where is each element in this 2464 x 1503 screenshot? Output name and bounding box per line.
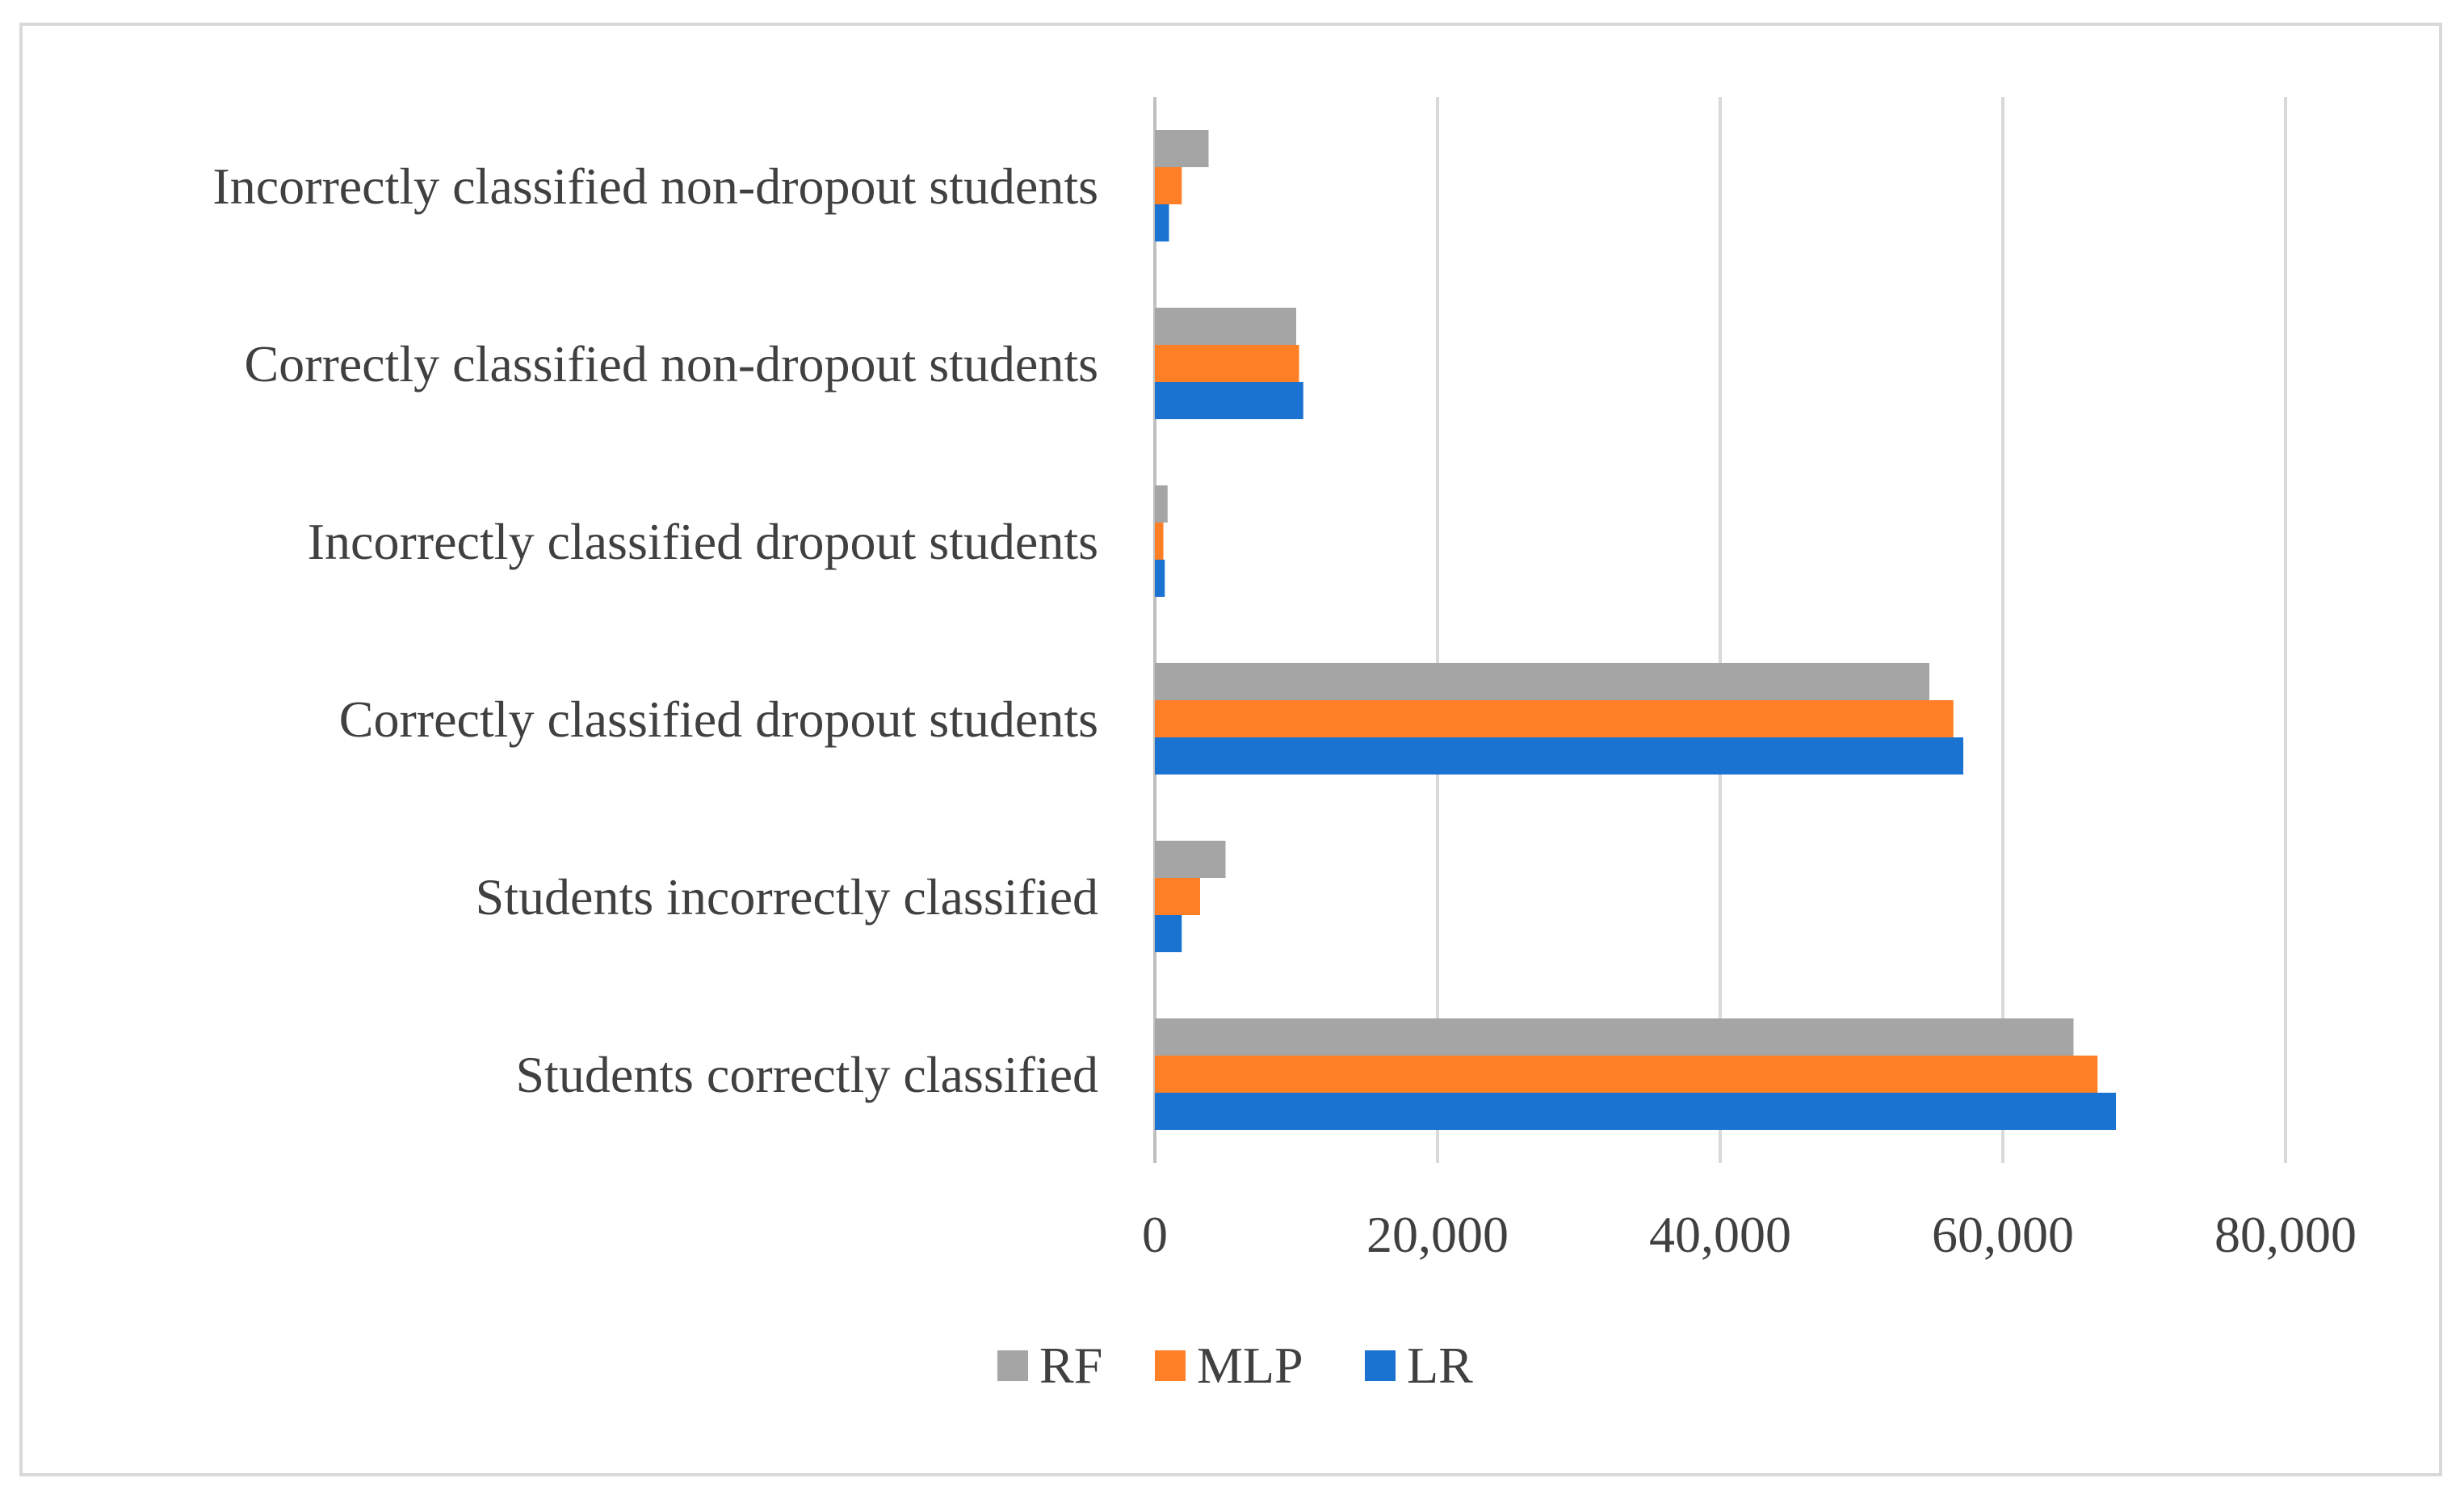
x-tick-label: 20,000 xyxy=(1366,1206,1509,1263)
legend-swatch-rf xyxy=(997,1350,1028,1381)
x-tick-label: 80,000 xyxy=(2214,1206,2357,1263)
bar-rf-2 xyxy=(1155,485,1168,523)
category-label: Correctly classified dropout students xyxy=(339,691,1098,748)
bar-rf-5 xyxy=(1155,1018,2074,1056)
category-labels: Incorrectly classified non-dropout stude… xyxy=(212,157,1098,1103)
legend-swatch-lr xyxy=(1365,1350,1396,1381)
legend-swatch-mlp xyxy=(1155,1350,1186,1381)
bar-mlp-1 xyxy=(1155,345,1299,382)
bar-rf-1 xyxy=(1155,308,1296,345)
category-label: Incorrectly classified non-dropout stude… xyxy=(212,157,1098,215)
x-tick-label: 60,000 xyxy=(1932,1206,2074,1263)
bar-lr-0 xyxy=(1155,204,1169,241)
bar-rf-3 xyxy=(1155,663,1929,700)
x-tick-labels: 0 20,000 40,000 60,000 80,000 xyxy=(1142,1206,2357,1263)
bar-mlp-0 xyxy=(1155,167,1182,204)
legend-label-mlp: MLP xyxy=(1197,1337,1303,1394)
category-label: Correctly classified non-dropout student… xyxy=(244,335,1098,393)
bars xyxy=(1155,130,2116,1130)
bar-lr-4 xyxy=(1155,915,1182,952)
legend-label-lr: LR xyxy=(1407,1337,1473,1394)
bar-lr-5 xyxy=(1155,1093,2116,1130)
category-label: Students incorrectly classified xyxy=(476,868,1098,926)
category-label: Incorrectly classified dropout students xyxy=(308,513,1098,570)
bar-mlp-5 xyxy=(1155,1056,2098,1093)
gridlines xyxy=(1153,97,2287,1163)
bar-mlp-3 xyxy=(1155,700,1954,737)
bar-lr-2 xyxy=(1155,560,1165,597)
bar-lr-3 xyxy=(1155,737,1963,775)
bar-mlp-2 xyxy=(1155,523,1164,560)
bar-rf-0 xyxy=(1155,130,1209,167)
legend-label-rf: RF xyxy=(1039,1337,1102,1394)
bar-mlp-4 xyxy=(1155,878,1200,915)
x-tick-label: 0 xyxy=(1142,1206,1168,1263)
legend: RF MLP LR xyxy=(997,1337,1473,1394)
category-label: Students correctly classified xyxy=(515,1046,1098,1103)
x-tick-label: 40,000 xyxy=(1649,1206,1791,1263)
bar-rf-4 xyxy=(1155,841,1226,878)
bar-lr-1 xyxy=(1155,382,1303,419)
